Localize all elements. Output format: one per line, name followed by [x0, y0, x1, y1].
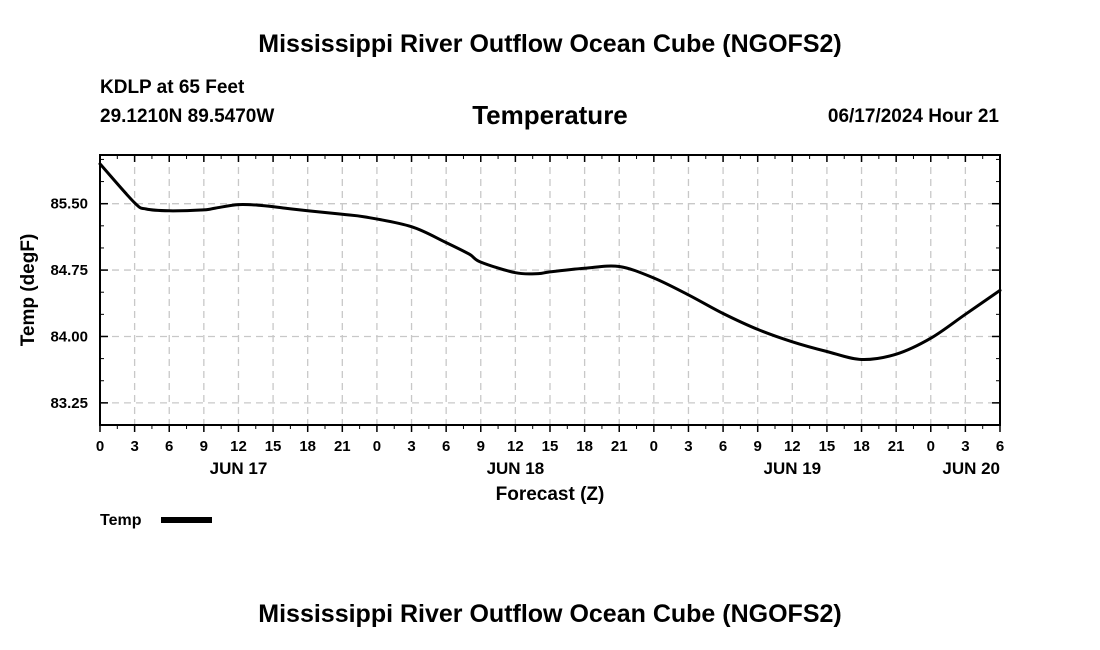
page-title-bottom: Mississippi River Outflow Ocean Cube (NG…	[258, 600, 842, 628]
y-tick-labels: 83.25 84.00 84.75 85.50	[50, 196, 88, 412]
y-tick-label: 84.00	[50, 328, 88, 345]
day-label: JUN 18	[487, 459, 545, 478]
x-tick-label: 6	[165, 438, 173, 455]
day-label: JUN 19	[763, 459, 821, 478]
legend-label: Temp	[100, 512, 142, 529]
x-tick-label: 3	[130, 438, 138, 455]
x-tick-label: 6	[996, 438, 1004, 455]
x-tick-label: 21	[334, 438, 351, 455]
x-tick-label: 21	[888, 438, 905, 455]
x-tick-label: 0	[927, 438, 935, 455]
page-title-top: Mississippi River Outflow Ocean Cube (NG…	[258, 30, 842, 58]
day-label: JUN 17	[210, 459, 268, 478]
x-tick-label: 9	[477, 438, 485, 455]
x-tick-label: 15	[542, 438, 559, 455]
chart-grid	[100, 155, 1000, 425]
y-tick-label: 84.75	[50, 262, 88, 279]
x-tick-labels: 0 3 6 9 12 15 18 21 0 3 6 9 12 15 18 21 0 3 6 9 12 15 18 21 0 3 6	[96, 438, 1004, 455]
x-tick-label: 6	[442, 438, 450, 455]
x-tick-label: 18	[576, 438, 593, 455]
day-label: JUN 20	[942, 459, 1000, 478]
coordinates-label: 29.1210N 89.5470W	[100, 106, 275, 127]
temp-series-line	[98, 162, 1002, 362]
x-tick-label: 21	[611, 438, 628, 455]
y-tick-label: 83.25	[50, 395, 88, 412]
x-axis-label: Forecast (Z)	[496, 484, 605, 505]
x-tick-label: 6	[719, 438, 727, 455]
x-tick-label: 12	[507, 438, 524, 455]
y-axis-label: Temp (degF)	[18, 234, 39, 347]
x-tick-label: 18	[853, 438, 870, 455]
x-tick-label: 9	[200, 438, 208, 455]
x-tick-label: 15	[819, 438, 836, 455]
chart-title: Temperature	[472, 100, 628, 130]
station-label: KDLP at 65 Feet	[100, 77, 245, 98]
x-tick-label: 9	[754, 438, 762, 455]
x-tick-label: 3	[961, 438, 969, 455]
x-tick-label: 12	[784, 438, 801, 455]
x-tick-label: 12	[230, 438, 247, 455]
x-tick-label: 3	[684, 438, 692, 455]
forecast-datetime: 06/17/2024 Hour 21	[827, 106, 999, 127]
x-tick-label: 0	[650, 438, 658, 455]
x-tick-label: 3	[407, 438, 415, 455]
y-tick-label: 85.50	[50, 196, 88, 213]
x-tick-label: 0	[96, 438, 104, 455]
x-tick-label: 0	[373, 438, 381, 455]
day-labels: JUN 17 JUN 18 JUN 19 JUN 20	[210, 459, 1000, 478]
x-tick-label: 15	[265, 438, 282, 455]
x-tick-label: 18	[299, 438, 316, 455]
